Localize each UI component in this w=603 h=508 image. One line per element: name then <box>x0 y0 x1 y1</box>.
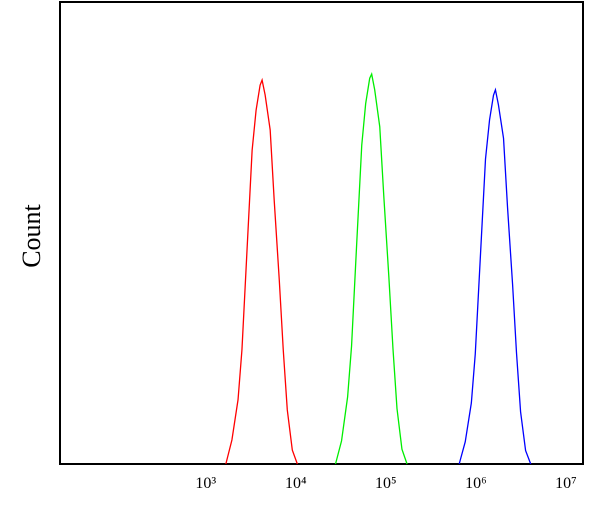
x-tick-label: 10³ <box>195 475 216 492</box>
x-tick-label: 10⁵ <box>375 475 397 492</box>
x-tick-label: 10⁷ <box>555 475 577 492</box>
y-axis-label: Count <box>17 203 46 267</box>
histogram-curve <box>225 77 298 465</box>
x-tick-label: 10⁶ <box>465 475 487 492</box>
histogram-curve <box>458 87 532 465</box>
x-tick-label: 10⁴ <box>285 475 307 492</box>
histogram-curve <box>334 71 408 465</box>
plot-frame <box>59 1 584 465</box>
